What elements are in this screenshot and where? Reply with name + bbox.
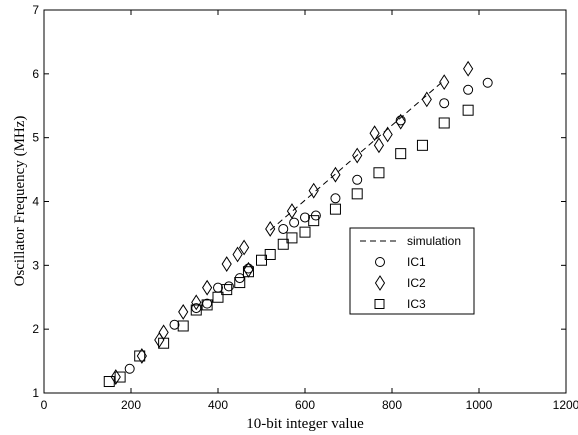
x-axis-label: 10-bit integer value (246, 416, 364, 432)
series-ic1-point (482, 77, 493, 88)
series-ic3-point (158, 337, 170, 349)
series-ic3-point (114, 371, 126, 383)
y-tick-label: 1 (32, 386, 39, 400)
series-ic3-point (212, 291, 224, 303)
series-ic2-point (308, 182, 319, 199)
legend: simulation IC1 IC2 IC3 (349, 227, 475, 315)
series-ic3-point (395, 148, 407, 160)
series-ic3-point (329, 203, 341, 215)
series-ic3-point (134, 350, 146, 362)
series-ic1-point (289, 217, 300, 228)
series-ic3-point (221, 284, 233, 296)
series-ic2-point (421, 91, 432, 108)
series-ic3-point (299, 226, 311, 238)
series-ic1-point (124, 363, 135, 374)
series-ic2-point (352, 147, 363, 164)
series-ic2-point (232, 246, 243, 263)
series-ic1-point (169, 319, 180, 330)
x-tick-label: 800 (382, 398, 402, 412)
x-tick-label: 1200 (553, 398, 578, 412)
series-ic1-point (352, 174, 363, 185)
series-ic2-point (330, 166, 341, 183)
series-ic3-point (308, 215, 320, 227)
series-ic3-point (264, 248, 276, 260)
series-ic3-point (286, 232, 298, 244)
series-ic3-point (242, 266, 254, 278)
legend-ic2-label: IC2 (407, 276, 426, 290)
series-ic1-point (278, 223, 289, 234)
series-ic3-point (462, 104, 474, 116)
x-tick-label: 200 (121, 398, 141, 412)
series-ic3-point (256, 254, 267, 266)
y-tick-label: 2 (32, 322, 39, 336)
series-ic2-point (110, 369, 121, 385)
y-tick-label: 6 (32, 67, 39, 81)
plot-area (43, 9, 567, 394)
legend-ic2-marker (374, 275, 386, 291)
series-layer (103, 60, 493, 388)
y-tick-label: 3 (32, 258, 39, 272)
series-ic1-point (395, 115, 406, 126)
x-tick-label: 600 (295, 398, 315, 412)
series-ic2-point (439, 74, 450, 91)
y-tick-label: 7 (32, 3, 39, 17)
series-ic2-point (265, 221, 276, 237)
series-ic3-point (373, 167, 385, 179)
series-ic2-point (178, 304, 189, 320)
series-ic2-point (369, 125, 380, 142)
x-tick-label: 1000 (466, 398, 493, 412)
series-ic3-point (234, 277, 246, 289)
series-ic2-point (286, 203, 298, 219)
y-tick-label: 5 (32, 131, 39, 145)
axis-ticks: 0 200 400 600 800 1000 1200 1 2 3 4 5 6 7 (32, 3, 578, 412)
series-ic1-point (439, 98, 450, 109)
series-ic1-point (330, 193, 341, 204)
legend-box (349, 227, 475, 315)
series-ic3-point (103, 376, 115, 388)
series-simulation-line (269, 79, 445, 231)
series-ic1-point (463, 84, 474, 95)
legend-ic1-label: IC1 (407, 255, 426, 269)
series-ic3-point (416, 139, 428, 151)
x-tick-label: 400 (208, 398, 228, 412)
legend-ic3-marker (374, 299, 385, 309)
series-ic3-point (351, 188, 363, 200)
series-ic2-point (158, 324, 169, 341)
series-ic2-point (202, 279, 213, 296)
y-tick-label: 4 (32, 195, 39, 209)
series-ic2-point (373, 137, 385, 154)
series-ic1-point (223, 281, 234, 292)
series-ic1-point (300, 212, 310, 223)
series-ic2-point (382, 126, 393, 143)
series-ic3-point (190, 304, 202, 316)
series-ic2-point (239, 239, 250, 256)
y-axis-label: Oscillator Frequency (MHz) (12, 116, 28, 287)
legend-simulation-label: simulation (407, 234, 461, 248)
series-ic3-point (277, 238, 289, 250)
series-ic3-point (177, 320, 189, 332)
series-ic3-point (201, 299, 213, 311)
x-tick-label: 0 (41, 398, 48, 412)
series-ic3-point (438, 117, 450, 129)
series-ic2-point (191, 294, 202, 311)
legend-ic3-label: IC3 (407, 297, 426, 311)
series-ic2-point (463, 60, 474, 77)
series-ic2-point (395, 113, 406, 130)
legend-ic1-marker (375, 257, 385, 267)
series-ic2-point (221, 256, 232, 272)
